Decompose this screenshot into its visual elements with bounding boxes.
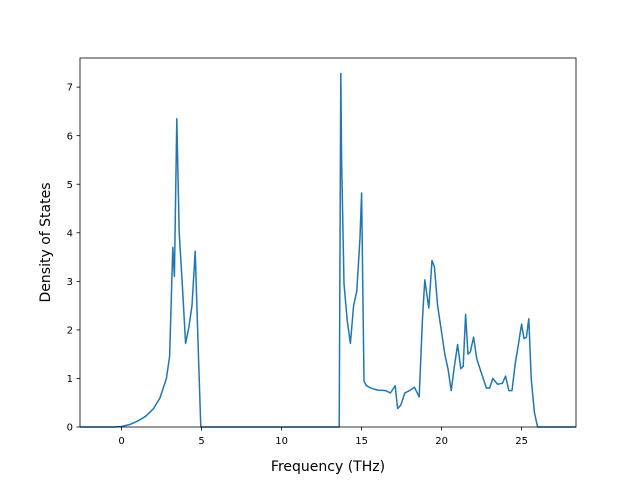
x-tick-label: 15 (355, 436, 368, 447)
y-tick-label: 0 (67, 423, 73, 434)
y-axis-title: Density of States (38, 183, 54, 303)
x-tick-label: 25 (515, 436, 528, 447)
y-tick-label: 6 (67, 131, 73, 142)
y-axis-ticks: 0 1 2 3 4 5 6 7 (67, 83, 80, 434)
x-axis-ticks: 0 5 10 15 20 25 (118, 427, 528, 447)
plot-area (79, 57, 577, 428)
x-tick-label: 10 (275, 436, 288, 447)
y-tick-label: 4 (67, 228, 73, 239)
y-tick-label: 5 (67, 180, 73, 191)
x-tick-label: 5 (198, 436, 204, 447)
x-tick-label: 20 (435, 436, 448, 447)
y-tick-label: 7 (67, 83, 73, 94)
x-tick-label: 0 (118, 436, 124, 447)
x-axis-title: Frequency (THz) (271, 459, 385, 475)
y-tick-label: 2 (67, 325, 73, 336)
axes-frame (79, 57, 577, 428)
dos-series-line (80, 72, 576, 428)
y-tick-label: 1 (67, 374, 73, 385)
y-tick-label: 3 (67, 277, 73, 288)
